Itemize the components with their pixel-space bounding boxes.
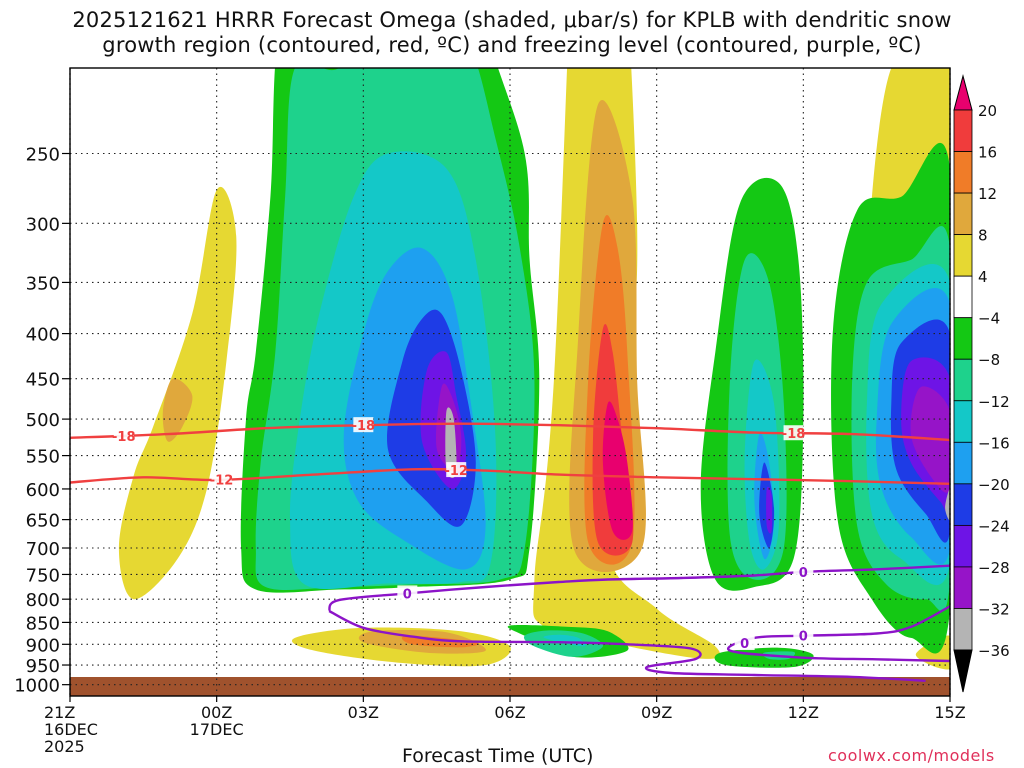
colorbar-box bbox=[953, 483, 973, 526]
contour-label-bg bbox=[211, 471, 232, 487]
terrain-ground bbox=[70, 677, 950, 696]
axes: 2503003504004505005506006507007508008509… bbox=[14, 67, 966, 756]
x-tick-label: 00Z bbox=[201, 703, 232, 722]
colorbar-box bbox=[953, 358, 973, 402]
omega-shading bbox=[118, 68, 950, 670]
contour-label: -18 bbox=[352, 419, 376, 434]
contour-label-bg bbox=[353, 417, 374, 433]
colorbar: 20 16 12 8 4 −4 −8 −12 −16 −20 −24 −28 −32 −36 bbox=[953, 74, 1010, 693]
colorbar-label: 20 bbox=[978, 102, 997, 120]
colorbar-label: 16 bbox=[978, 144, 997, 162]
contour-line-2 bbox=[327, 564, 950, 612]
credit-text: coolwx.com/models bbox=[828, 746, 995, 765]
contour-label-bg bbox=[113, 427, 134, 443]
chart-title: 2025121621 HRRR Forecast Omega (shaded, … bbox=[72, 8, 952, 57]
contour-label: -12 bbox=[210, 474, 234, 489]
omega-region-19 bbox=[445, 407, 457, 479]
x-tick-label: 06Z bbox=[494, 703, 525, 722]
contour-label-bg bbox=[783, 425, 804, 441]
colorbar-label: −20 bbox=[978, 476, 1010, 494]
omega-region-9 bbox=[602, 401, 633, 540]
contour-label: -18 bbox=[782, 427, 806, 442]
y-tick-label: 650 bbox=[26, 511, 60, 532]
y-tick-label: 250 bbox=[26, 144, 60, 165]
x-axis-label: Forecast Time (UTC) bbox=[402, 745, 594, 767]
contour-line-1 bbox=[70, 467, 950, 485]
x-tick-label: 03Z bbox=[348, 703, 379, 722]
y-tick-label: 500 bbox=[26, 410, 60, 431]
colorbar-label: 8 bbox=[978, 227, 988, 245]
colorbar-label: −32 bbox=[978, 600, 1010, 618]
y-tick-label: 900 bbox=[26, 635, 60, 656]
colorbar-label: −12 bbox=[978, 393, 1010, 411]
y-tick-label: 750 bbox=[26, 565, 60, 586]
grid-lines bbox=[70, 68, 950, 696]
colorbar-label: −8 bbox=[978, 351, 1000, 369]
colorbar-label: −24 bbox=[978, 517, 1010, 535]
contour-label: -18 bbox=[112, 430, 136, 445]
colorbar-label: −16 bbox=[978, 434, 1010, 452]
omega-region-36 bbox=[945, 488, 950, 521]
contour-label: 0 bbox=[740, 637, 749, 652]
omega-region-28 bbox=[766, 486, 773, 534]
y-tick-label: 300 bbox=[26, 214, 60, 235]
x-tick-label: 12Z bbox=[788, 703, 819, 722]
colorbar-box bbox=[953, 275, 973, 319]
contour-label: -12 bbox=[444, 464, 468, 479]
x-tick-label: 15Z bbox=[934, 703, 965, 722]
colorbar-box bbox=[953, 317, 973, 360]
y-tick-label: 400 bbox=[26, 325, 60, 346]
contour-label: 0 bbox=[403, 587, 412, 602]
colorbar-label: −36 bbox=[978, 642, 1010, 660]
colorbar-box bbox=[953, 109, 973, 152]
colorbar-box bbox=[953, 566, 973, 609]
colorbar-bottom-arrow bbox=[953, 649, 973, 693]
y-tick-label: 1000 bbox=[14, 676, 60, 697]
contour-label: 0 bbox=[799, 630, 808, 645]
x-tick-label: 21Z bbox=[44, 703, 75, 722]
contour-label-bg bbox=[793, 563, 814, 579]
x-tick-sublabel: 17DEC bbox=[190, 720, 244, 739]
x-tick-label: 09Z bbox=[641, 703, 672, 722]
y-tick-label: 450 bbox=[26, 370, 60, 391]
y-tick-label: 600 bbox=[26, 480, 60, 501]
y-tick-label: 700 bbox=[26, 539, 60, 560]
colorbar-box bbox=[953, 151, 973, 194]
colorbar-box bbox=[953, 234, 973, 277]
y-tick-label: 800 bbox=[26, 590, 60, 611]
omega-region-1 bbox=[162, 378, 193, 442]
y-tick-label: 950 bbox=[26, 656, 60, 677]
x-tick-sublabel: 16DEC bbox=[44, 720, 98, 739]
x-tick-sublabel: 2025 bbox=[44, 737, 85, 756]
contour-label-bg bbox=[446, 462, 467, 478]
y-tick-label: 850 bbox=[26, 613, 60, 634]
colorbar-box bbox=[953, 400, 973, 443]
colorbar-label: −4 bbox=[978, 310, 1000, 328]
colorbar-box bbox=[953, 441, 973, 485]
y-tick-label: 350 bbox=[26, 273, 60, 294]
contour-label: 0 bbox=[799, 566, 808, 581]
colorbar-label: 4 bbox=[978, 268, 988, 286]
colorbar-box bbox=[953, 192, 973, 236]
contour-label-bg bbox=[734, 635, 755, 651]
colorbar-label: −28 bbox=[978, 559, 1010, 577]
colorbar-box bbox=[953, 524, 973, 568]
contour-label-bg bbox=[793, 627, 814, 643]
y-tick-label: 550 bbox=[26, 447, 60, 468]
contour-line-3 bbox=[328, 609, 926, 682]
colorbar-top-arrow bbox=[953, 74, 973, 111]
colorbar-box bbox=[953, 608, 973, 651]
contour-lines: -18 -18 -18 -12 -12 0 0 0 0 bbox=[70, 417, 950, 682]
colorbar-label: 12 bbox=[978, 185, 997, 203]
contour-label-bg bbox=[397, 585, 418, 601]
